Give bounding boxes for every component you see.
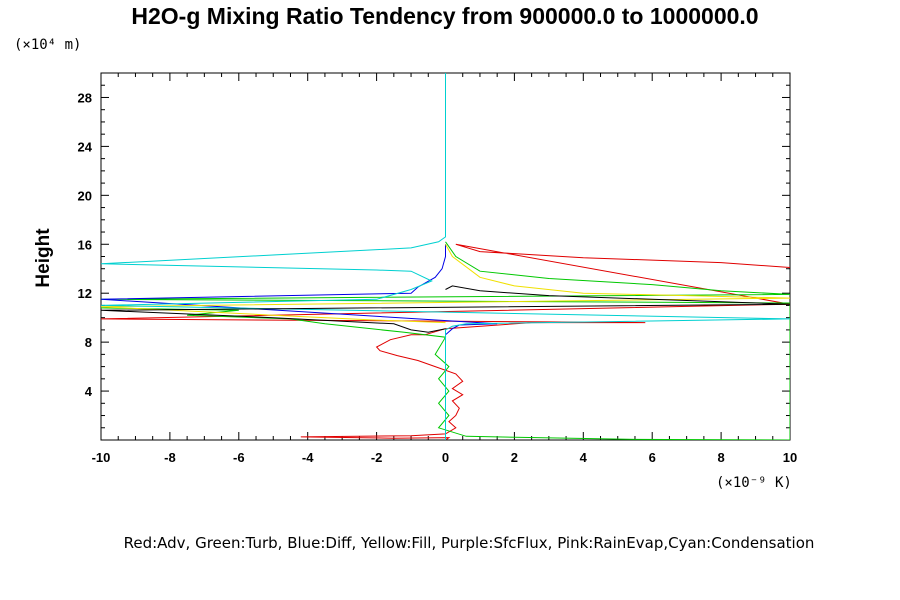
y-unit-label: (×10⁴ m) <box>14 37 81 53</box>
y-tick-label: 12 <box>78 286 92 301</box>
x-tick-label: -8 <box>164 450 176 465</box>
legend-text: Red:Adv, Green:Turb, Blue:Diff, Yellow:F… <box>124 534 815 552</box>
series-line-diff <box>101 244 498 440</box>
series-line-total <box>101 285 790 333</box>
y-tick-label: 4 <box>85 384 93 399</box>
x-tick-label: 6 <box>649 450 656 465</box>
x-tick-label: 10 <box>783 450 797 465</box>
x-tick-label: 0 <box>442 450 449 465</box>
series-line-fill <box>101 244 790 324</box>
y-tick-label: 8 <box>85 335 92 350</box>
x-tick-label: -2 <box>371 450 383 465</box>
chart-title: H2O-g Mixing Ratio Tendency from 900000.… <box>131 3 758 29</box>
x-tick-label: -4 <box>302 450 314 465</box>
y-axis-label: Height <box>33 228 54 288</box>
x-tick-label: -10 <box>92 450 111 465</box>
x-tick-label: 2 <box>511 450 518 465</box>
series-line-turb <box>101 241 790 440</box>
x-tick-label: 4 <box>580 450 588 465</box>
y-tick-label: 20 <box>78 188 92 203</box>
y-tick-label: 24 <box>78 139 93 154</box>
x-tick-label: 8 <box>717 450 724 465</box>
series-group <box>101 73 790 440</box>
y-tick-label: 16 <box>78 237 92 252</box>
x-unit-label: (×10⁻⁹ K) <box>716 475 792 491</box>
series-line-condensation <box>101 73 790 440</box>
x-tick-label: -6 <box>233 450 245 465</box>
y-tick-label: 28 <box>78 90 92 105</box>
series-line-adv <box>101 243 790 440</box>
